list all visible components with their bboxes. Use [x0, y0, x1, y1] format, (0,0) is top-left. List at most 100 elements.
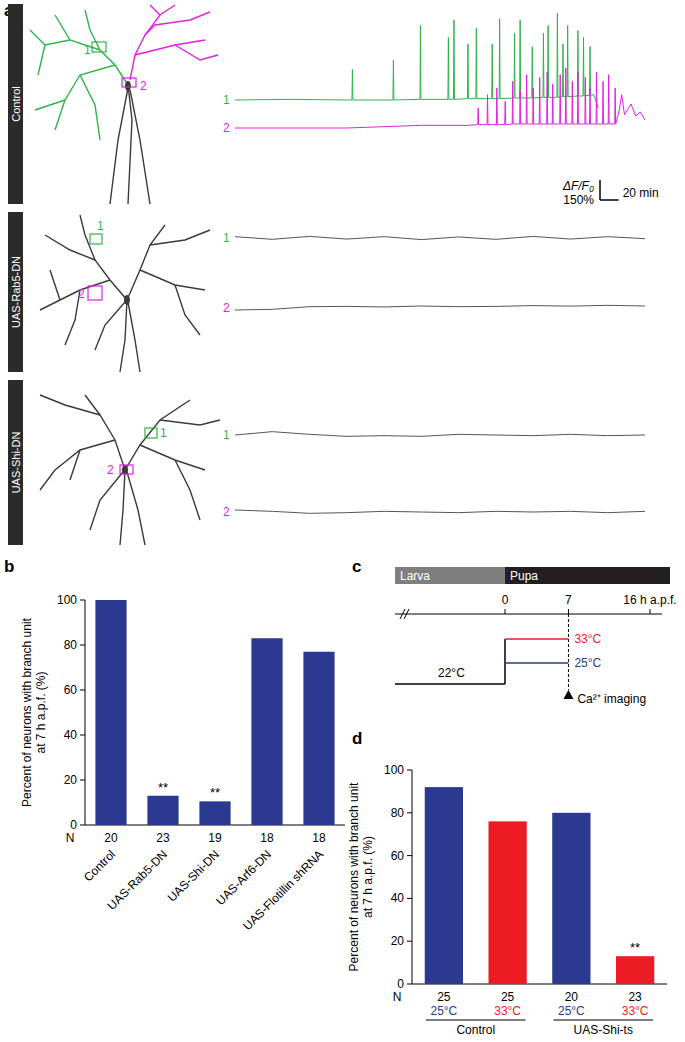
y-tick-label: 40: [391, 891, 405, 905]
trace-label: 2: [223, 301, 230, 315]
neuron-branch: [55, 15, 100, 50]
time-label: 7: [565, 593, 572, 607]
calcium-trace: [235, 13, 598, 108]
temperature-line: [505, 662, 568, 664]
neuron-branch: [175, 285, 200, 335]
group-label: Control: [456, 1023, 495, 1037]
neuron-branch: [160, 420, 220, 425]
y-tick: [80, 735, 85, 736]
neuron-branch: [120, 470, 125, 545]
temperature-line: [395, 683, 505, 685]
y-tick-label: 80: [391, 806, 405, 820]
time-tick: [650, 609, 651, 614]
trace-label: 1: [223, 93, 230, 107]
n-value: 19: [208, 831, 222, 845]
stage-label: Larva: [400, 569, 430, 583]
trace-group: [235, 432, 645, 437]
time-tick: [505, 609, 506, 614]
neuron-branch: [55, 65, 115, 130]
bar: [616, 956, 654, 984]
significance: **: [210, 785, 220, 800]
neuron-branch: [120, 300, 127, 372]
trace-group: [235, 305, 645, 310]
category-label: UAS-Shi-DN: [165, 847, 223, 905]
y-tick-label: 0: [397, 977, 404, 991]
neuron-branch: [30, 30, 70, 45]
n-value: 20: [565, 990, 579, 1004]
neuron-branch: [125, 400, 190, 470]
group-line: [553, 1020, 653, 1021]
y-tick-label: 60: [64, 683, 78, 697]
category-label: 25°C: [558, 1004, 585, 1018]
y-axis: [85, 600, 86, 825]
temperature-label: 33°C: [574, 632, 601, 646]
neuron-branch: [40, 395, 100, 415]
roi-box: [145, 428, 157, 438]
y-tick-label: 100: [384, 763, 404, 777]
y-tick-label: 100: [57, 593, 77, 607]
calcium-trace: [235, 305, 645, 310]
y-tick-label: 40: [64, 728, 78, 742]
row-label-box: [8, 4, 23, 204]
bar: [303, 652, 334, 825]
group-label: UAS-Shi-ts: [574, 1023, 633, 1037]
timeline: [395, 614, 662, 615]
trace-group: [235, 13, 598, 108]
category-label: 33°C: [622, 1004, 649, 1018]
row-label: UAS-Rab5-DN: [10, 256, 22, 328]
y-tick: [80, 825, 85, 826]
time-label: 16 h a.p.f.: [623, 593, 676, 607]
roi-label: 1: [84, 43, 91, 57]
neuron-branch: [127, 472, 145, 545]
temperature-step: [504, 639, 506, 684]
trace-group: [235, 236, 645, 239]
panel-label: c: [352, 557, 361, 576]
n-label: N: [66, 831, 75, 845]
n-value: 23: [628, 990, 642, 1004]
stage-bar: [395, 567, 505, 584]
n-value: 20: [104, 831, 118, 845]
y-tick-label: 20: [391, 934, 405, 948]
row-label: Control: [10, 86, 22, 121]
bar: [552, 813, 590, 984]
category-label: 25°C: [430, 1004, 457, 1018]
y-tick: [80, 690, 85, 691]
y-tick-label: 60: [391, 849, 405, 863]
soma: [124, 295, 130, 305]
neuron-branch: [128, 302, 140, 372]
category-label: Control: [81, 847, 118, 884]
neuron-branch: [35, 100, 65, 110]
neuron-branch: [85, 10, 128, 85]
event-label: Ca²⁺ imaging: [577, 692, 646, 706]
category-label: 33°C: [494, 1004, 521, 1018]
neuron-branch: [150, 230, 210, 245]
category-label: UAS-Rab5-DN: [105, 847, 171, 913]
neuron-branch: [175, 460, 200, 520]
trace-group: [235, 68, 645, 128]
roi-label: 2: [78, 287, 85, 301]
y-axis: [412, 770, 413, 984]
bars: [95, 600, 334, 825]
background: [0, 0, 685, 1042]
row-label-box: [8, 212, 23, 372]
temperature-label: 22°C: [438, 666, 465, 680]
calcium-trace: [235, 432, 645, 437]
y-axis-label: Percent of neurons with branch unit: [20, 617, 34, 806]
neuron-branch: [40, 440, 115, 490]
y-tick-label: 0: [70, 818, 77, 832]
neuron-branch: [80, 75, 100, 140]
y-tick: [407, 941, 412, 942]
group-line: [426, 1020, 526, 1021]
y-tick-label: 80: [64, 638, 78, 652]
bar: [199, 801, 230, 825]
bar: [147, 796, 178, 825]
row-label: UAS-Shi-DN: [10, 432, 22, 494]
neuron-branch: [45, 235, 95, 260]
y-axis-label: at 7 h a.p.f. (%): [361, 836, 375, 918]
y-tick: [80, 600, 85, 601]
y-axis-label: Percent of neurons with branch unit: [347, 782, 361, 971]
time-label: 0: [502, 593, 509, 607]
bar: [425, 787, 463, 984]
significance: **: [630, 940, 640, 955]
scale-bar-x: [600, 199, 619, 201]
